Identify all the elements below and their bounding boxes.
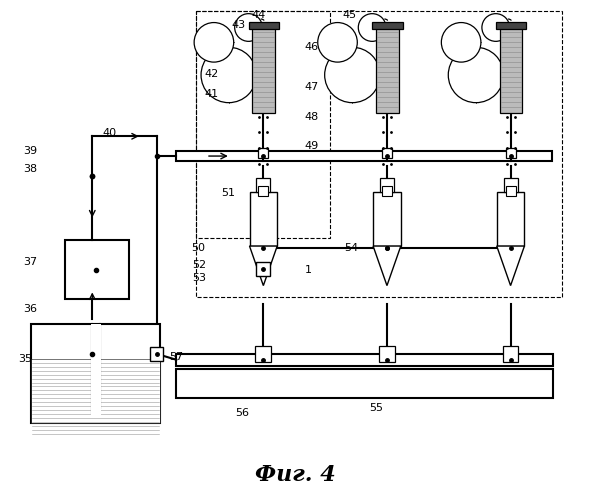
Bar: [379, 346, 395, 362]
Text: 56: 56: [235, 408, 250, 418]
Text: 35: 35: [18, 354, 32, 364]
Circle shape: [194, 22, 234, 62]
Text: 47: 47: [305, 82, 319, 92]
Text: 1: 1: [305, 265, 312, 275]
Bar: [376, 26, 399, 113]
Bar: [500, 26, 522, 113]
Text: 52: 52: [192, 260, 206, 270]
Bar: [248, 22, 279, 30]
Bar: [503, 346, 519, 362]
Text: 43: 43: [231, 20, 245, 30]
Bar: [255, 346, 271, 362]
Bar: [250, 192, 277, 246]
Circle shape: [441, 22, 481, 62]
Text: 42: 42: [205, 69, 219, 79]
Text: 36: 36: [23, 304, 37, 314]
Bar: [382, 186, 392, 196]
Circle shape: [358, 14, 386, 42]
Text: 39: 39: [23, 146, 37, 156]
Bar: [64, 240, 129, 300]
Bar: [496, 22, 526, 30]
Polygon shape: [373, 246, 401, 286]
Text: 40: 40: [103, 128, 117, 138]
Text: 57: 57: [169, 352, 183, 362]
Text: 51: 51: [221, 188, 235, 198]
Bar: [258, 148, 268, 158]
Bar: [506, 186, 516, 196]
Polygon shape: [497, 246, 525, 286]
Circle shape: [235, 14, 263, 42]
Bar: [253, 26, 275, 113]
Circle shape: [201, 48, 257, 102]
Bar: [91, 324, 101, 418]
Text: 46: 46: [305, 42, 319, 52]
Circle shape: [448, 48, 504, 102]
Bar: [382, 148, 392, 158]
Text: 44: 44: [251, 10, 266, 20]
Bar: [258, 186, 268, 196]
Text: 45: 45: [342, 10, 356, 20]
Bar: [506, 148, 516, 158]
Bar: [176, 151, 552, 161]
Polygon shape: [250, 246, 277, 286]
Text: 41: 41: [205, 89, 219, 99]
Bar: [196, 10, 330, 238]
Bar: [176, 354, 553, 366]
Text: 54: 54: [345, 243, 359, 253]
Text: 37: 37: [23, 257, 37, 267]
Circle shape: [482, 14, 510, 42]
Bar: [196, 10, 562, 298]
Bar: [31, 359, 159, 423]
Text: Фиг. 4: Фиг. 4: [255, 464, 335, 486]
Bar: [504, 178, 517, 192]
Bar: [257, 178, 270, 192]
Bar: [31, 324, 159, 423]
Text: 53: 53: [192, 272, 206, 282]
Circle shape: [318, 22, 358, 62]
Bar: [372, 22, 403, 30]
Bar: [150, 347, 163, 361]
Bar: [497, 192, 525, 246]
Circle shape: [324, 48, 380, 102]
Text: 48: 48: [305, 112, 319, 122]
Text: 49: 49: [305, 141, 319, 151]
Text: 50: 50: [191, 243, 205, 253]
Bar: [257, 262, 270, 276]
Text: 38: 38: [23, 164, 37, 174]
Bar: [373, 192, 401, 246]
Bar: [176, 368, 553, 398]
Bar: [380, 178, 394, 192]
Text: 55: 55: [369, 403, 383, 413]
